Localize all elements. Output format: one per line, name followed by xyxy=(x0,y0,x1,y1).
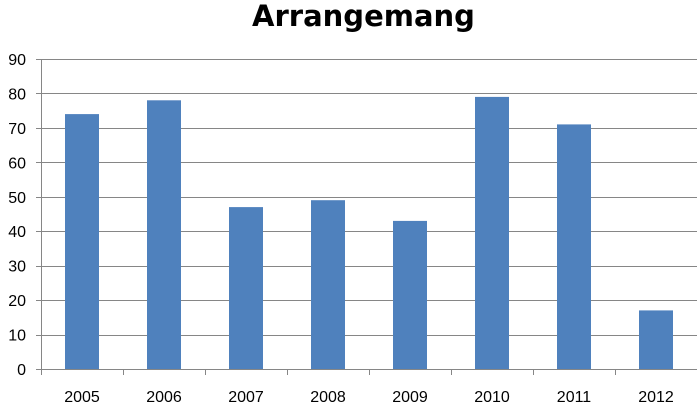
y-tick-label: 30 xyxy=(8,259,26,276)
bar-2010 xyxy=(475,96,509,370)
x-tick-label: 2008 xyxy=(310,389,346,403)
bars xyxy=(65,96,673,370)
y-tick-label: 60 xyxy=(8,155,26,172)
x-tick-label: 2010 xyxy=(474,389,510,403)
bar-2009 xyxy=(393,220,427,369)
y-tick-label: 70 xyxy=(8,121,26,138)
bar-2006 xyxy=(147,100,181,370)
gridlines xyxy=(41,59,697,336)
y-tick-label: 20 xyxy=(8,293,26,310)
x-tick-label: 2005 xyxy=(64,389,100,403)
bar-2007 xyxy=(229,207,263,369)
x-tick-label: 2011 xyxy=(557,389,592,403)
chart-title: Arrangemang xyxy=(252,0,475,33)
y-tick-label: 40 xyxy=(8,224,26,241)
x-tick-label: 2012 xyxy=(638,389,674,403)
bar-2012 xyxy=(639,310,673,369)
y-tick-label: 90 xyxy=(8,52,26,69)
axes xyxy=(36,59,697,375)
bar-2005 xyxy=(65,114,99,369)
y-tick-label: 80 xyxy=(8,86,26,103)
x-tick-label: 2009 xyxy=(392,389,428,403)
y-tick-label: 10 xyxy=(8,328,26,345)
bar-2008 xyxy=(311,200,345,369)
bar-2011 xyxy=(557,124,591,370)
y-tick-label: 50 xyxy=(8,190,26,207)
x-tick-label: 2006 xyxy=(146,389,182,403)
y-tick-labels: 0 10 20 30 40 50 60 70 80 90 xyxy=(8,52,26,379)
y-tick-label: 0 xyxy=(17,362,26,379)
x-tick-label: 2007 xyxy=(228,389,264,403)
x-tick-labels: 2005 2006 2007 2008 2009 2010 2011 2012 xyxy=(64,389,674,403)
